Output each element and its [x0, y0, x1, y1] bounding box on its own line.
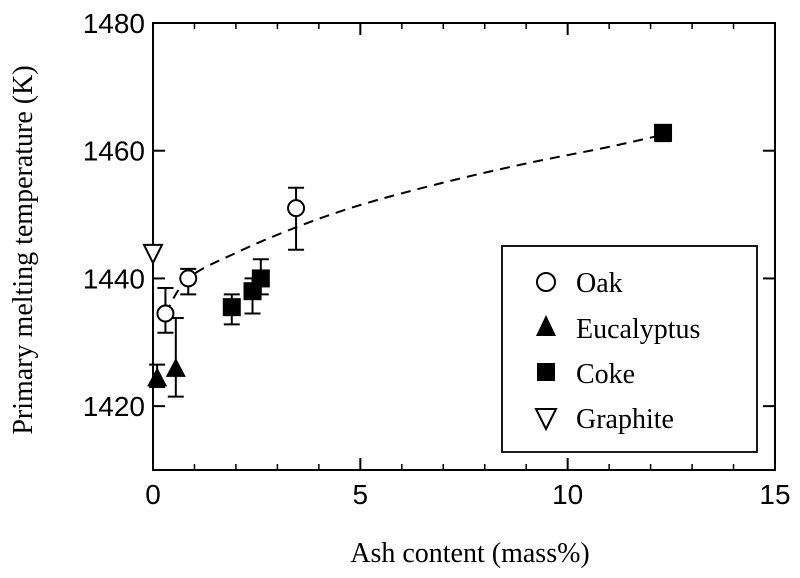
- y-tick-label: 1420: [83, 391, 145, 422]
- legend-label-oak: Oak: [576, 268, 623, 299]
- x-tick-label: 5: [353, 479, 369, 510]
- data-point-oak: [156, 304, 175, 323]
- plot-area: 0 5 10 15 1420 1440 1460 1480: [83, 8, 791, 510]
- y-tick-label: 1440: [83, 263, 145, 294]
- legend-marker-oak: [536, 272, 556, 292]
- x-tick-label: 15: [759, 479, 790, 510]
- data-point-oak: [179, 269, 198, 288]
- data-point-eucalyptus: [165, 357, 186, 377]
- data-point-coke: [222, 298, 241, 317]
- data-point-eucalyptus: [147, 367, 168, 387]
- legend-item-oak: Oak: [536, 268, 623, 299]
- legend-marker-graphite: [534, 408, 558, 432]
- data-point-coke: [251, 269, 270, 288]
- y-tick-label: 1480: [83, 8, 145, 39]
- data-point-oak: [287, 199, 306, 218]
- legend-item-eucalyptus: Eucalyptus: [536, 314, 700, 345]
- legend-label-graphite: Graphite: [576, 404, 674, 435]
- legend: Oak Eucalyptus Coke Graphite: [501, 245, 758, 453]
- x-tick-label: 0: [145, 479, 161, 510]
- legend-item-graphite: Graphite: [534, 404, 674, 435]
- y-tick-label: 1460: [83, 136, 145, 167]
- legend-marker-eucalyptus: [536, 315, 556, 336]
- data-point-coke: [654, 123, 673, 142]
- legend-marker-coke: [537, 363, 555, 381]
- data-point-graphite: [142, 243, 164, 266]
- y-axis-label: Primary melting temperature (K): [8, 65, 39, 434]
- legend-label-coke: Coke: [576, 359, 635, 390]
- legend-label-eucalyptus: Eucalyptus: [576, 314, 700, 345]
- legend-item-coke: Coke: [537, 359, 635, 390]
- x-tick-label: 10: [552, 479, 583, 510]
- x-axis-label: Ash content (mass%): [350, 538, 590, 569]
